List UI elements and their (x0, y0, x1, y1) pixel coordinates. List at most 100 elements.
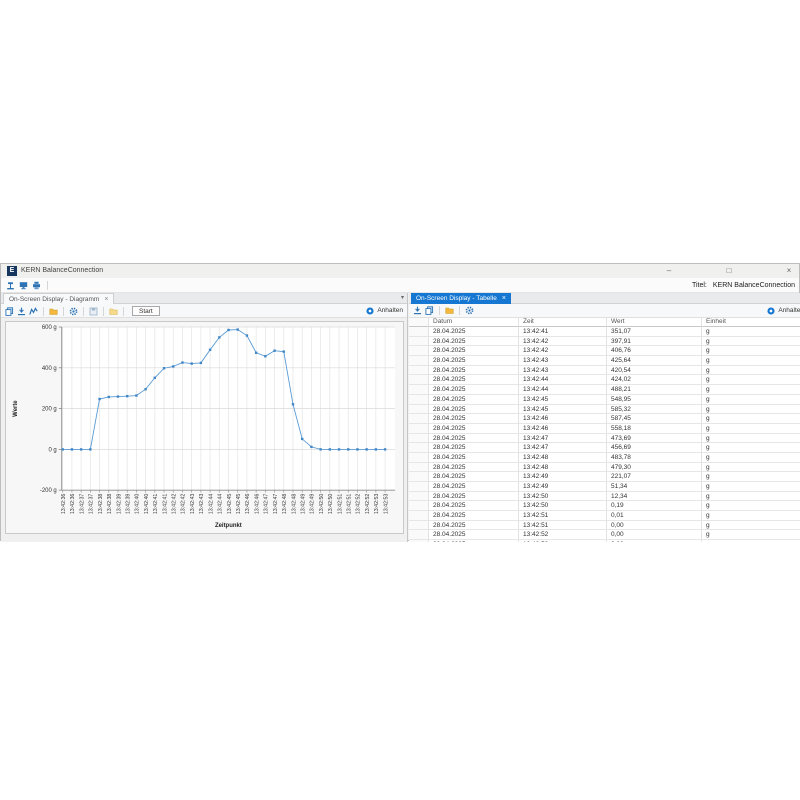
tab-close-icon[interactable]: × (104, 296, 109, 303)
row-selector[interactable] (409, 365, 429, 376)
gear-icon[interactable] (69, 307, 78, 316)
table-cell: 473,69 (607, 433, 702, 444)
table-cell: 28.04.2025 (429, 404, 519, 415)
table-cell: 585,32 (607, 404, 702, 415)
table-cell: g (702, 501, 800, 512)
open-folder-icon[interactable] (445, 306, 454, 315)
column-header[interactable]: Zeit (519, 318, 607, 327)
table-cell: 28.04.2025 (429, 482, 519, 492)
export-icon[interactable] (413, 306, 422, 315)
row-selector[interactable] (409, 423, 429, 434)
tab-diagramm[interactable]: On-Screen Display - Diagramm × (3, 293, 115, 304)
table-row[interactable]: 28.04.2025 13:42:51 0,00 g (409, 520, 800, 531)
table-row[interactable]: 28.04.2025 13:42:49 221,07 g (409, 472, 800, 482)
table-row[interactable]: 28.04.2025 13:42:44 488,21 g (409, 385, 800, 395)
row-selector[interactable] (409, 520, 429, 531)
column-header[interactable]: Einheit (702, 318, 800, 327)
row-selector[interactable] (409, 540, 429, 542)
column-header[interactable]: Datum (429, 318, 519, 327)
open-folder-icon[interactable] (49, 307, 58, 316)
tab-diagramm-label: On-Screen Display - Diagramm (9, 296, 100, 303)
row-selector[interactable] (409, 336, 429, 347)
table-row[interactable]: 28.04.2025 13:42:43 420,54 g (409, 365, 800, 376)
svg-text:13:42:45: 13:42:45 (236, 494, 242, 515)
table-row[interactable]: 28.04.2025 13:42:44 424,02 g (409, 375, 800, 386)
row-selector[interactable] (409, 375, 429, 386)
table-cell: 28.04.2025 (429, 491, 519, 502)
printer-device-icon[interactable] (32, 281, 41, 290)
column-header[interactable]: Wert (607, 318, 702, 327)
balance-device-icon[interactable] (6, 281, 15, 290)
table-row[interactable]: 28.04.2025 13:42:45 585,32 g (409, 404, 800, 415)
table-row[interactable]: 28.04.2025 13:42:43 425,64 g (409, 356, 800, 366)
table-row[interactable]: 28.04.2025 13:42:47 473,69 g (409, 433, 800, 444)
minimize-button[interactable]: – (666, 266, 672, 275)
row-selector[interactable] (409, 443, 429, 453)
table-cell: 0,01 (607, 511, 702, 521)
stop-button[interactable]: Anhalten (767, 306, 800, 316)
copy-icon[interactable] (425, 306, 434, 315)
copy-icon[interactable] (5, 306, 14, 316)
row-selector[interactable] (409, 346, 429, 357)
table-row[interactable]: 28.04.2025 13:42:51 0,01 g (409, 511, 800, 521)
table-cell: 28.04.2025 (429, 433, 519, 444)
table-row[interactable]: 28.04.2025 13:42:42 397,91 g (409, 336, 800, 347)
row-selector[interactable] (409, 491, 429, 502)
chevron-down-icon[interactable]: ▾ (400, 295, 404, 301)
table-row[interactable]: 28.04.2025 13:42:47 456,69 g (409, 443, 800, 453)
table-row[interactable]: 28.04.2025 13:42:45 548,95 g (409, 394, 800, 405)
row-selector[interactable] (409, 327, 429, 337)
table-cell: 420,54 (607, 365, 702, 376)
svg-text:0 g: 0 g (48, 447, 56, 453)
table-row[interactable]: 28.04.2025 13:42:46 558,18 g (409, 423, 800, 434)
row-selector[interactable] (409, 394, 429, 405)
diagram-panel: On-Screen Display - Diagramm × ▾ Start (1, 293, 408, 542)
tab-close-icon[interactable]: × (501, 295, 506, 302)
row-selector[interactable] (409, 530, 429, 541)
row-selector[interactable] (409, 414, 429, 424)
row-selector[interactable] (409, 501, 429, 512)
row-selector[interactable] (409, 433, 429, 444)
table-row[interactable]: 28.04.2025 13:42:46 587,45 g (409, 414, 800, 424)
row-selector[interactable] (409, 462, 429, 473)
table-row[interactable]: 28.04.2025 13:42:50 12,34 g (409, 491, 800, 502)
row-selector[interactable] (409, 452, 429, 463)
tab-tabelle[interactable]: On-Screen Display - Tabelle × (411, 293, 511, 304)
row-selector[interactable] (409, 404, 429, 415)
row-selector-header[interactable] (409, 318, 429, 327)
table-row[interactable]: 28.04.2025 13:42:49 51,34 g (409, 482, 800, 492)
row-selector[interactable] (409, 511, 429, 521)
row-selector[interactable] (409, 472, 429, 482)
table-row[interactable]: 28.04.2025 13:42:41 351,07 g (409, 327, 800, 337)
table-row[interactable]: 28.04.2025 13:42:42 406,76 g (409, 346, 800, 357)
svg-text:13:42:37: 13:42:37 (79, 494, 85, 515)
row-selector[interactable] (409, 385, 429, 395)
table-cell: 0,00 (607, 530, 702, 541)
table-cell: 13:42:41 (519, 327, 607, 337)
folder-icon[interactable] (109, 307, 118, 316)
row-selector[interactable] (409, 356, 429, 366)
table-cell: 406,76 (607, 346, 702, 357)
table-row[interactable]: 28.04.2025 13:42:50 0,19 g (409, 501, 800, 512)
gear-icon[interactable] (465, 306, 474, 315)
table-body: 28.04.2025 13:42:41 351,07 g 28.04.2025 13:42… (409, 327, 800, 542)
table-cell: g (702, 434, 800, 444)
svg-text:13:42:37: 13:42:37 (89, 494, 95, 515)
display-device-icon[interactable] (19, 281, 28, 290)
start-button[interactable]: Start (132, 306, 160, 316)
stop-button[interactable]: Anhalten (366, 306, 403, 316)
svg-text:13:42:53: 13:42:53 (383, 494, 389, 515)
save-icon[interactable] (89, 307, 98, 316)
table-row[interactable]: 28.04.2025 13:42:48 479,30 g (409, 462, 800, 473)
chart-icon[interactable] (29, 306, 38, 316)
svg-text:400 g: 400 g (42, 366, 57, 372)
svg-text:13:42:46: 13:42:46 (245, 494, 251, 515)
stop-label: Anhalten (377, 307, 403, 314)
table-row[interactable]: 28.04.2025 13:42:48 483,78 g (409, 452, 800, 463)
maximize-button[interactable]: □ (726, 266, 732, 275)
row-selector[interactable] (409, 482, 429, 492)
export-icon[interactable] (17, 307, 26, 316)
close-button[interactable]: × (786, 266, 792, 275)
